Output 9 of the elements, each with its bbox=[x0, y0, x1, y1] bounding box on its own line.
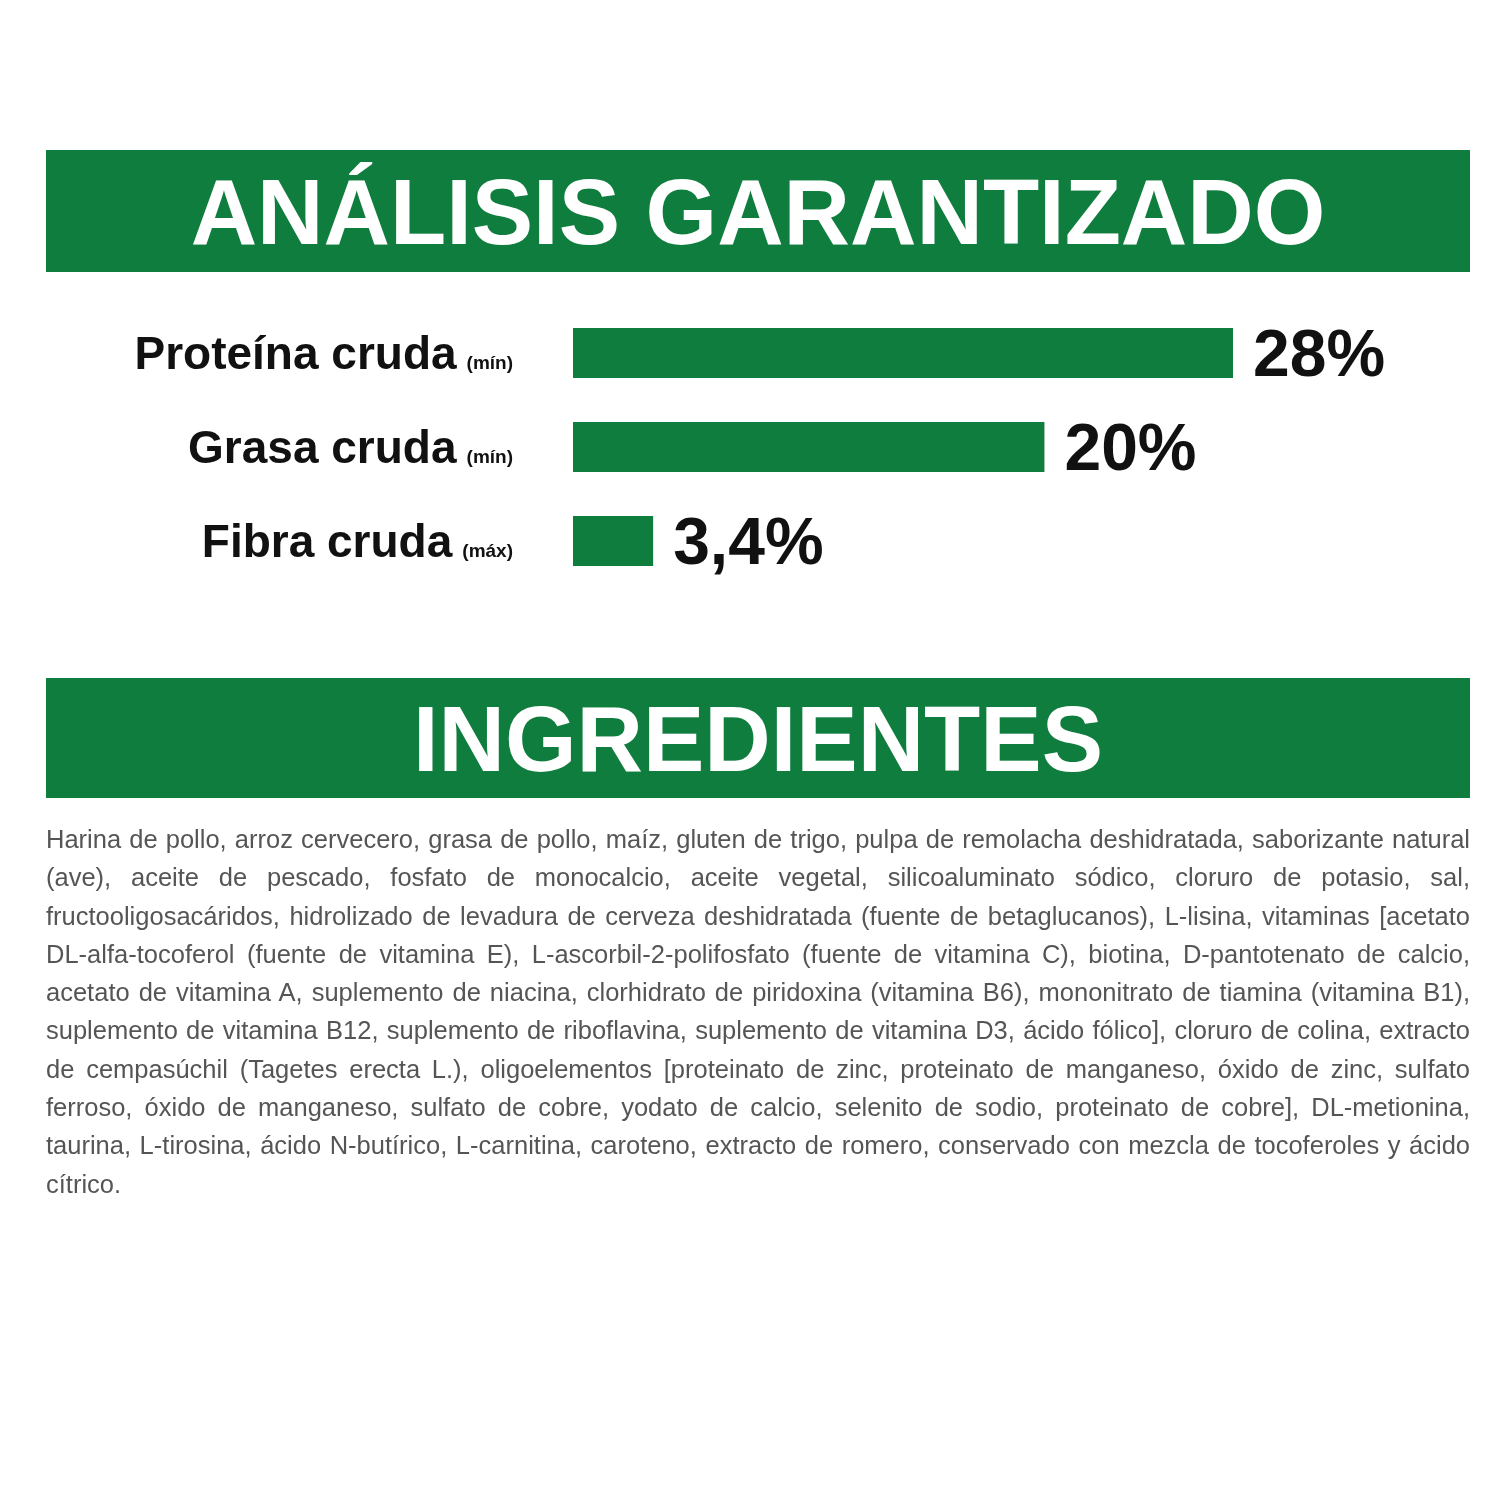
y-tick-label: Fibra cruda (máx) bbox=[201, 515, 513, 567]
y-tick-label: Grasa cruda (mín) bbox=[188, 421, 513, 473]
chart-title: ANÁLISIS GARANTIZADO bbox=[190, 161, 1326, 263]
y-tick-label: Proteína cruda (mín) bbox=[134, 327, 513, 379]
data-label: 3,4% bbox=[673, 504, 824, 578]
data-label: 20% bbox=[1064, 410, 1197, 484]
text: INGREDIENTES bbox=[412, 688, 1104, 790]
data-label: 28% bbox=[1253, 316, 1386, 390]
text: Harina de pollo, arroz cervecero, grasa de pollo, maíz, gluten de trigo, pulpa de remolacha deshidratada, saborizante natural (ave), aceite de pescado, fosfato de monocalcio, aceite vegetal, silicoaluminato sódico, cloruro de potasio, sal, fructooligosacáridos, hidrolizado de levadura de cerveza deshidratada (fuente de betaglucanos), L-lisina, vitaminas [acetato DL-alfa-tocoferol (fuente de vitamina E), L-ascorbil-2-polifosfato (fuente de vitamina C), biotina, D-pantotenato de calcio, acetato de vitamina A, suplemento de niacina, clorhidrato de piridoxina (vitamina B6), mononitrato de tiamina (vitamina B1), suplemento de vitamina B12, suplemento de riboflavina, suplemento de vitamina D3, ácido fólico], cloruro de colina, extracto de cempasúchil (Tagetes erecta L.), oligoelementos [proteinato de zinc, proteinato de manganeso, óxido de zinc, sulfato ferroso, óxido de manganeso, sulfato de cobre, yodato de calcio, selenito de sodio, proteinato de cobre], DL-metionina, taurina, L-tirosina, ácido N-butírico, L-carnitina, caroteno, extracto de romero, conservado con mezcla de tocoferoles y ácido cítrico. bbox=[46, 825, 1470, 1198]
